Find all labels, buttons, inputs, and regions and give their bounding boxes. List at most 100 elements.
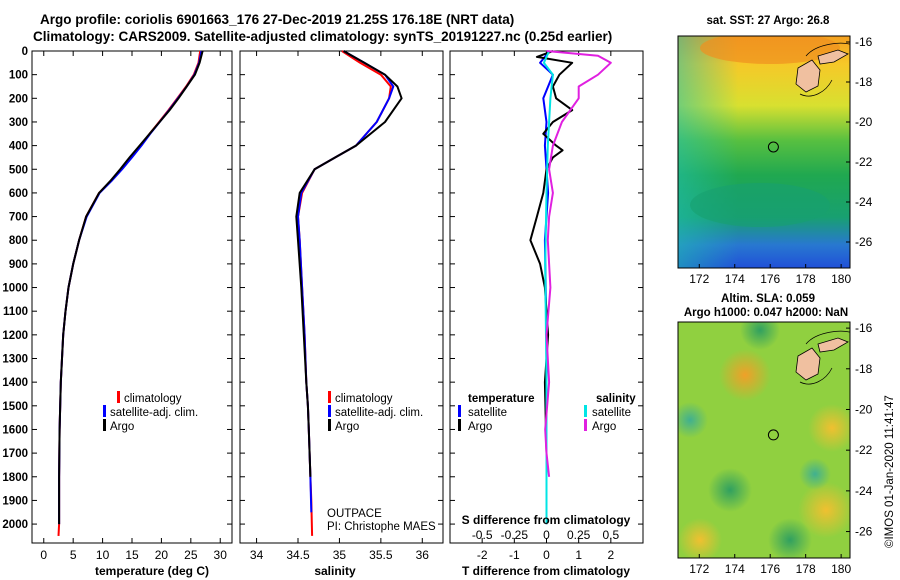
sst-field-west [678,36,850,268]
depth-tick-label: 1100 [3,306,28,318]
map-y-tick-label: -26 [855,525,873,539]
legend-argo: Argo [335,421,359,433]
sla-low-3 [678,402,708,438]
annotation-project: OUTPACE [327,508,382,520]
sst-map-frame [677,35,851,269]
map-x-tick-label: 176 [760,562,780,576]
sla-map-title: Altim. SLA: 0.059 [721,293,815,305]
reef-outline [799,330,850,385]
island-vanua-levu [817,49,849,65]
x-tick-label: 10 [96,548,110,562]
legend-t-satellite: satellite [468,407,507,419]
map-x-tick-label: 180 [831,272,851,286]
map-y-tick-label: -16 [855,321,873,335]
s-diff-xaxis: -0.5 -0.25 0 0.25 0.5 [472,528,620,542]
legend-argo: Argo [110,421,134,433]
x-tick-label: 5 [70,548,77,562]
map-y-tick-label: -16 [855,35,873,49]
sla-low-1 [708,468,752,512]
s-diff-tick-label: 0.5 [602,528,619,542]
map-x-tick-label: 174 [725,272,745,286]
depth-tick-label: 2000 [2,519,28,531]
legend-swatch-climatology [328,391,331,403]
depth-tick-label: 700 [9,212,28,224]
legend-title-salinity: salinity [596,393,636,405]
argo-position-marker [767,141,779,153]
x-tick-label: 34.5 [286,548,310,562]
series-line-satellite-adj-clim- [297,50,395,513]
sla-high-3 [798,482,850,538]
map-y-tick-label: -18 [855,362,873,376]
t-diff-xaxis: -2 -1 0 1 2 [477,51,614,562]
x-tick-label: 0 [543,548,550,562]
depth-tick-label: 1400 [2,377,28,389]
sla-map-frame [677,321,851,559]
depth-tick-label: 100 [9,70,28,82]
x-tick-label: 34 [250,548,264,562]
sla-low-4 [740,322,780,350]
legend-swatch-s-satellite [584,405,587,417]
salinity-series [295,50,403,536]
sla-high-2 [808,404,850,452]
sst-map-title: sat. SST: 27 Argo: 26.8 [707,15,831,27]
depth-tick-label: 500 [9,164,28,176]
series-line-climatology [297,50,392,536]
depth-tick-label: 0 [22,46,28,58]
map-x-tick-label: 178 [796,562,816,576]
legend-swatch-argo [103,419,106,431]
s-diff-xlabel: S difference from climatology [462,513,631,527]
legend-swatch-t-satellite [458,405,461,417]
temperature-panel [31,50,233,544]
temperature-legend: climatology satellite-adj. clim. Argo [103,391,198,433]
salinity-panel [239,50,444,544]
legend-climatology: climatology [335,393,393,405]
map-y-tick-label: -18 [855,75,873,89]
difference-series [529,50,612,525]
island-viti-levu [795,347,821,381]
argo-position-marker [767,429,779,441]
depth-tick-label: 1700 [2,448,28,460]
map-x-tick-label: 172 [689,562,709,576]
s-diff-tick-label: -0.25 [501,528,529,542]
title-line-1: Argo profile: coriolis 6901663_176 27-De… [40,12,514,27]
x-tick-label: -1 [509,548,520,562]
temperature-series [57,50,204,536]
x-tick-label: 1 [575,548,582,562]
s-diff-tick-label: -0.5 [472,528,493,542]
map-y-tick-label: -22 [855,443,873,457]
annotation-pi: PI: Christophe MAES [327,521,436,533]
x-tick-label: 20 [155,548,169,562]
salinity-xlabel: salinity [314,564,356,578]
map-x-tick-label: 176 [760,272,780,286]
legend-satellite: satellite-adj. clim. [110,407,198,419]
sst-map-axes: 172 174 176 178 180 -16 -18 -20 -22 -24 -26 [689,35,872,286]
legend-climatology: climatology [124,393,182,405]
depth-tick-label: 1200 [2,330,28,342]
sla-map [678,322,850,558]
map-x-tick-label: 172 [689,272,709,286]
difference-legend-temperature: temperature satellite Argo [458,393,534,433]
depth-tick-label: 300 [9,117,28,129]
difference-legend-salinity: salinity satellite Argo [584,393,636,433]
map-y-tick-label: -20 [855,115,873,129]
depth-tick-label: 800 [9,235,28,247]
legend-satellite: satellite-adj. clim. [335,407,423,419]
x-tick-label: 25 [184,548,198,562]
map-y-tick-label: -24 [855,484,873,498]
legend-t-argo: Argo [468,421,492,433]
x-tick-label: 35 [333,548,347,562]
map-y-tick-label: -22 [855,155,873,169]
series-line-satellite-adj-clim- [58,50,203,525]
map-x-tick-label: 174 [725,562,745,576]
depth-tick-label: 1000 [2,283,28,295]
s-diff-tick-label: 0.25 [567,528,591,542]
x-tick-label: 30 [214,548,228,562]
depth-tick-label: 900 [9,259,28,271]
t-diff-xlabel: T difference from climatology [462,564,630,578]
legend-s-argo: Argo [592,421,616,433]
title-line-2: Climatology: CARS2009. Satellite-adjuste… [33,29,612,44]
island-vanua-levu [817,337,849,353]
series-line-s-argo [544,50,612,477]
island-viti-levu [795,59,821,93]
